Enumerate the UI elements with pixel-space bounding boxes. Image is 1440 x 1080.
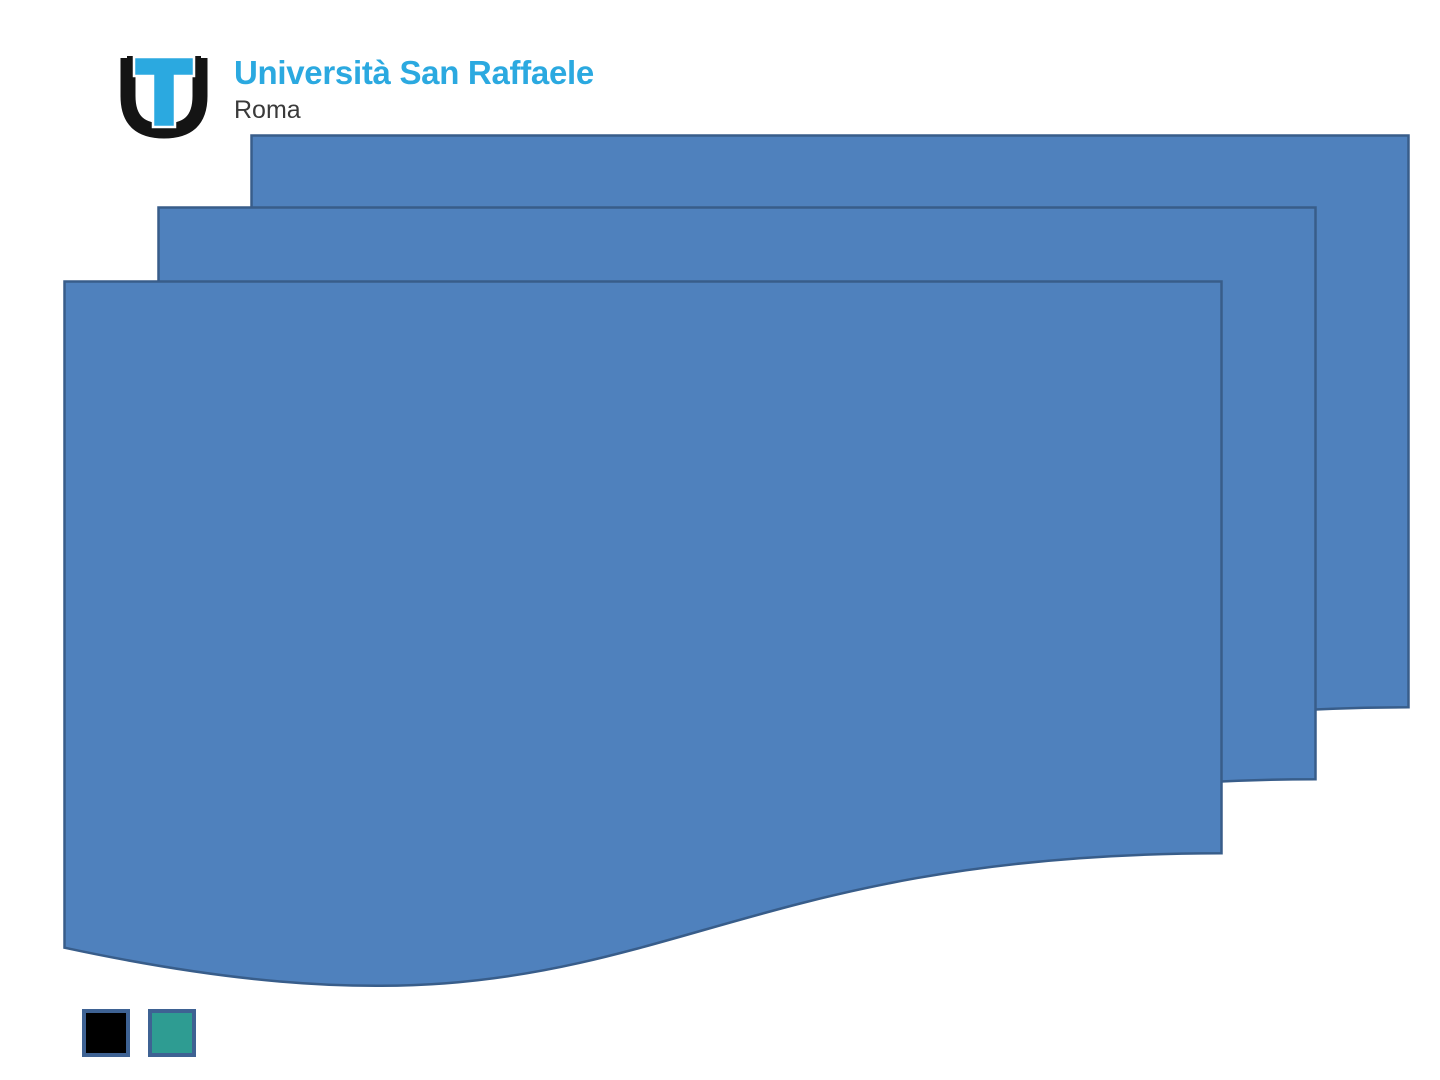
university-city: Roma bbox=[234, 95, 301, 124]
black-square-swatch bbox=[82, 1009, 130, 1057]
university-name: Università San Raffaele bbox=[234, 54, 594, 91]
document-shape-front bbox=[63, 280, 1223, 988]
university-logo: Università San Raffaele Roma bbox=[118, 50, 594, 140]
logo-t-glyph bbox=[132, 55, 196, 129]
university-logo-icon bbox=[120, 55, 208, 139]
university-logo-text: Università San Raffaele Roma bbox=[234, 50, 594, 123]
teal-square-swatch bbox=[148, 1009, 196, 1057]
